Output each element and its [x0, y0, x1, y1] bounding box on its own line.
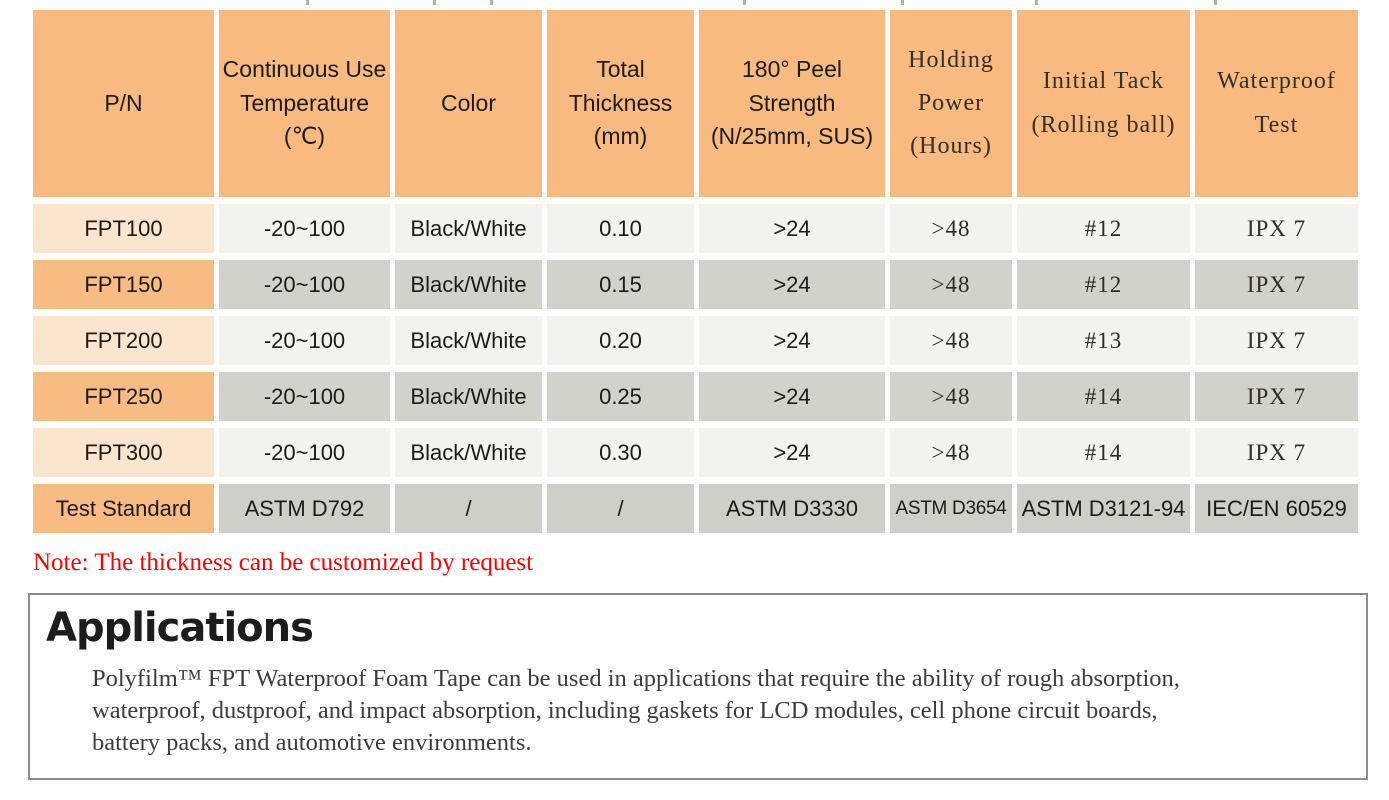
cell-thickness: 0.10 — [547, 204, 694, 253]
cell-peel-strength: >24 — [699, 260, 885, 309]
table-row-fpt300: FPT300 -20~100 Black/White 0.30 >24 >48 … — [33, 428, 1358, 477]
cell-pn: FPT300 — [33, 428, 214, 477]
cropped-text-artifact — [490, 0, 493, 5]
cropped-text-artifact — [433, 0, 436, 5]
cell-pn: FPT200 — [33, 316, 214, 365]
cell-temperature-standard: ASTM D792 — [219, 484, 390, 533]
cell-pn: Test Standard — [33, 484, 214, 533]
cell-holding-power: >48 — [890, 372, 1012, 421]
header-cell-temperature: Continuous Use Temperature (℃) — [219, 10, 390, 197]
cell-thickness: 0.15 — [547, 260, 694, 309]
cell-thickness: 0.20 — [547, 316, 694, 365]
applications-description: Polyfilm™ FPT Waterproof Foam Tape can b… — [92, 665, 1180, 756]
header-cell-pn: P/N — [33, 10, 214, 197]
cell-color: Black/White — [395, 204, 542, 253]
table-row-fpt200: FPT200 -20~100 Black/White 0.20 >24 >48 … — [33, 316, 1358, 365]
cell-temperature: -20~100 — [219, 204, 390, 253]
cell-waterproof-test: IPX 7 — [1195, 372, 1358, 421]
cell-temperature: -20~100 — [219, 260, 390, 309]
cell-peel-strength: >24 — [699, 316, 885, 365]
header-cell-initial-tack: Initial Tack (Rolling ball) — [1017, 10, 1190, 197]
cell-waterproof-test: IPX 7 — [1195, 316, 1358, 365]
cell-initial-tack-standard: ASTM D3121-94 — [1017, 484, 1190, 533]
header-cell-peel-strength: 180° Peel Strength (N/25mm, SUS) — [699, 10, 885, 197]
header-cell-color: Color — [395, 10, 542, 197]
cell-waterproof-test: IPX 7 — [1195, 260, 1358, 309]
cell-initial-tack: #13 — [1017, 316, 1190, 365]
cell-holding-power-standard: ASTM D3654 — [890, 484, 1012, 533]
cell-color-standard: / — [395, 484, 542, 533]
thickness-note: Note: The thickness can be customized by… — [33, 549, 534, 576]
table-row-fpt100: FPT100 -20~100 Black/White 0.10 >24 >48 … — [33, 204, 1358, 253]
cropped-text-artifact — [901, 0, 904, 5]
cell-peel-strength-standard: ASTM D3330 — [699, 484, 885, 533]
cell-initial-tack: #12 — [1017, 260, 1190, 309]
table-header-row: P/N Continuous Use Temperature (℃) Color… — [33, 10, 1358, 197]
table-row-fpt250: FPT250 -20~100 Black/White 0.25 >24 >48 … — [33, 372, 1358, 421]
cell-thickness-standard: / — [547, 484, 694, 533]
table-row-fpt150: FPT150 -20~100 Black/White 0.15 >24 >48 … — [33, 260, 1358, 309]
cropped-text-artifact — [1214, 0, 1217, 5]
cell-initial-tack: #12 — [1017, 204, 1190, 253]
cropped-text-artifact — [1035, 0, 1038, 5]
cropped-text-artifact — [306, 0, 309, 5]
cell-temperature: -20~100 — [219, 428, 390, 477]
cell-thickness: 0.30 — [547, 428, 694, 477]
applications-section: Applications Polyfilm™ FPT Waterproof Fo… — [28, 593, 1368, 780]
product-spec-table: P/N Continuous Use Temperature (℃) Color… — [28, 3, 1363, 540]
cell-peel-strength: >24 — [699, 372, 885, 421]
table-row-test-standard: Test Standard ASTM D792 / / ASTM D3330 A… — [33, 484, 1358, 533]
cell-thickness: 0.25 — [547, 372, 694, 421]
cell-holding-power: >48 — [890, 428, 1012, 477]
cell-holding-power: >48 — [890, 260, 1012, 309]
cell-waterproof-test: IPX 7 — [1195, 204, 1358, 253]
cell-initial-tack: #14 — [1017, 428, 1190, 477]
cell-color: Black/White — [395, 260, 542, 309]
cell-pn: FPT100 — [33, 204, 214, 253]
cell-temperature: -20~100 — [219, 316, 390, 365]
applications-title: Applications — [46, 605, 314, 651]
cell-waterproof-test-standard: IEC/EN 60529 — [1195, 484, 1358, 533]
cell-holding-power: >48 — [890, 204, 1012, 253]
cell-holding-power: >48 — [890, 316, 1012, 365]
cell-initial-tack: #14 — [1017, 372, 1190, 421]
cell-pn: FPT150 — [33, 260, 214, 309]
cell-temperature: -20~100 — [219, 372, 390, 421]
cell-peel-strength: >24 — [699, 204, 885, 253]
cell-pn: FPT250 — [33, 372, 214, 421]
cropped-text-artifact — [743, 0, 746, 5]
cell-color: Black/White — [395, 372, 542, 421]
cell-waterproof-test: IPX 7 — [1195, 428, 1358, 477]
header-cell-thickness: Total Thickness (mm) — [547, 10, 694, 197]
cell-color: Black/White — [395, 316, 542, 365]
header-cell-holding-power: Holding Power (Hours) — [890, 10, 1012, 197]
header-cell-waterproof-test: Waterproof Test — [1195, 10, 1358, 197]
cell-color: Black/White — [395, 428, 542, 477]
cell-peel-strength: >24 — [699, 428, 885, 477]
